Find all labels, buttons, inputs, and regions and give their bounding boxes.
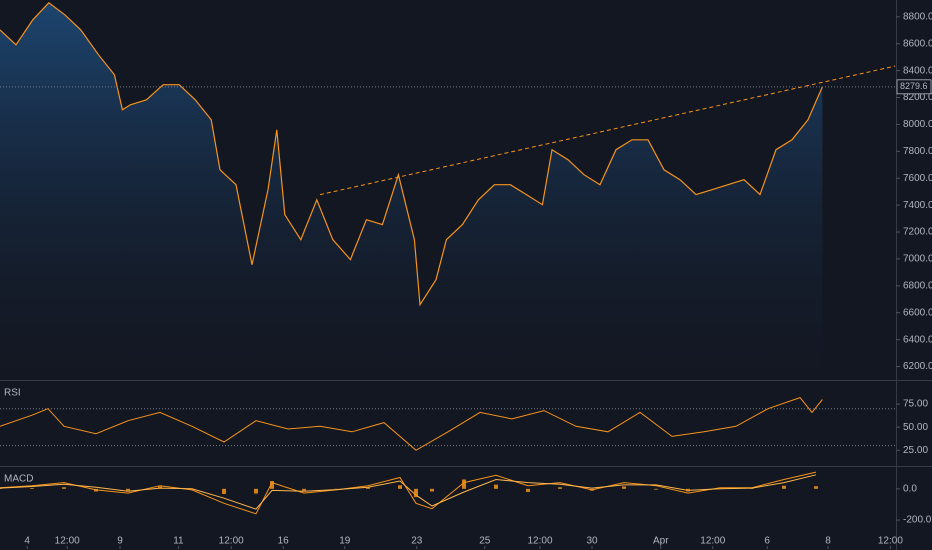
y-tick-label: -200.0 xyxy=(903,515,932,526)
macd-histogram-bar xyxy=(494,484,498,489)
y-tick-label: 6600.0 xyxy=(903,307,932,318)
y-tick-label: 7400.0 xyxy=(903,200,932,211)
x-tick-label: 6 xyxy=(764,536,770,547)
x-tick-label: 8 xyxy=(825,536,831,547)
y-tick-label: 50.00 xyxy=(903,422,928,433)
y-tick-label: 7600.0 xyxy=(903,173,932,184)
y-tick-label: 6400.0 xyxy=(903,334,932,345)
y-tick-label: 7200.0 xyxy=(903,227,932,238)
x-tick-label: 12:00 xyxy=(878,536,903,547)
macd-histogram-bar xyxy=(814,486,818,489)
macd-histogram-bar xyxy=(366,487,370,489)
x-tick-label: 25 xyxy=(479,536,491,547)
x-tick-label: 12:00 xyxy=(527,536,552,547)
y-tick-label: 6800.0 xyxy=(903,280,932,291)
macd-histogram-bar xyxy=(622,486,626,489)
panel-title: RSI xyxy=(4,388,21,399)
macd-histogram-bar xyxy=(462,479,466,489)
y-tick-label: 8800.0 xyxy=(903,11,932,22)
macd-histogram-bar xyxy=(590,488,594,491)
y-tick-label: 8000.0 xyxy=(903,119,932,130)
macd-histogram-bar xyxy=(526,488,530,492)
macd-histogram-bar xyxy=(558,487,562,489)
macd-histogram-bar xyxy=(190,488,194,490)
macd-histogram-bar xyxy=(686,488,690,492)
y-tick-label: 7000.0 xyxy=(903,254,932,265)
rsi-line xyxy=(0,397,823,451)
panel-title: MACD xyxy=(4,474,33,485)
x-tick-label: 12:00 xyxy=(55,536,80,547)
macd-histogram-bar xyxy=(94,488,98,492)
x-tick-label: Apr xyxy=(653,536,669,547)
macd-histogram-bar xyxy=(158,486,162,489)
macd-histogram-bar xyxy=(270,481,274,489)
y-tick-label: 75.00 xyxy=(903,399,928,410)
macd-histogram-bar xyxy=(430,488,434,492)
y-tick-label: 8600.0 xyxy=(903,38,932,49)
x-tick-label: 16 xyxy=(278,536,290,547)
price-line xyxy=(0,1,823,307)
x-tick-label: 23 xyxy=(411,536,423,547)
y-tick-label: 0.0 xyxy=(903,483,917,494)
macd-histogram-bar xyxy=(414,488,418,498)
macd-histogram-bar xyxy=(718,487,722,489)
y-tick-label: 7800.0 xyxy=(903,146,932,157)
x-tick-label: 12:00 xyxy=(219,536,244,547)
macd-histogram-bar xyxy=(302,488,306,491)
x-tick-label: 12:00 xyxy=(700,536,725,547)
macd-histogram-bar xyxy=(782,485,786,489)
macd-histogram-bar xyxy=(398,485,402,489)
last-price-box xyxy=(896,79,932,95)
macd-histogram-bar xyxy=(654,488,658,490)
y-tick-label: 25.00 xyxy=(903,445,928,456)
price-area xyxy=(0,2,823,381)
macd-histogram-bar xyxy=(30,488,34,489)
macd-histogram-bar xyxy=(62,487,66,489)
macd-line xyxy=(0,474,817,510)
macd-histogram-bar xyxy=(254,488,258,494)
x-tick-label: 4 xyxy=(24,536,30,547)
y-tick-label: 6200.0 xyxy=(903,361,932,372)
x-tick-label: 19 xyxy=(339,536,351,547)
trendline xyxy=(319,65,896,196)
macd-histogram-bar xyxy=(126,488,130,491)
y-tick-label: 8200.0 xyxy=(903,92,932,103)
y-tick-label: 8400.0 xyxy=(903,65,932,76)
macd-histogram-bar xyxy=(222,488,226,494)
x-tick-label: 11 xyxy=(173,536,184,547)
last-price-label: 8279.6 xyxy=(900,81,928,91)
x-tick-label: 9 xyxy=(117,536,123,547)
x-tick-label: 30 xyxy=(586,536,598,547)
